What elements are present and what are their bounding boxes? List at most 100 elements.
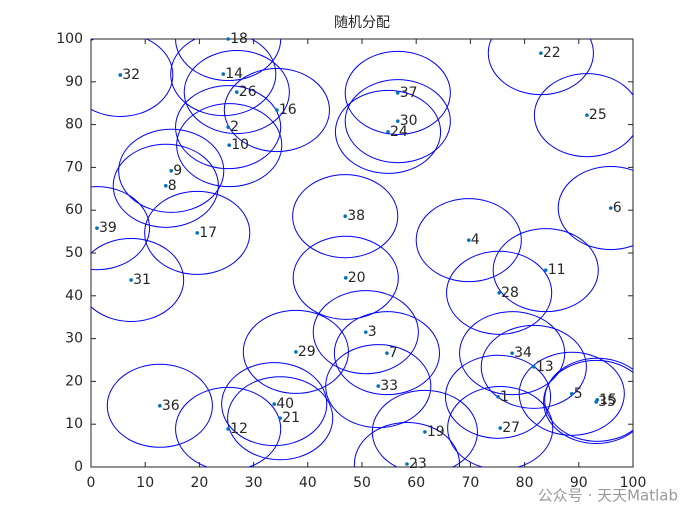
point	[95, 226, 99, 230]
x-tick-label: 100	[620, 475, 647, 491]
point-label: 37	[400, 85, 418, 101]
coverage-circle	[557, 166, 633, 251]
coverage-circle	[223, 68, 330, 153]
x-tick-label: 70	[461, 475, 479, 491]
point	[543, 268, 548, 272]
point-label: 21	[282, 410, 300, 426]
point-label: 13	[536, 359, 554, 375]
coverage-circle	[175, 386, 282, 467]
y-tick-label: 20	[65, 373, 83, 389]
point	[539, 51, 543, 55]
point-label: 24	[390, 124, 408, 140]
point-label: 9	[173, 163, 182, 179]
point-label: 27	[502, 420, 520, 436]
coverage-circle	[144, 190, 251, 275]
point-label: 4	[471, 232, 480, 248]
point-label: 3	[368, 324, 377, 340]
point	[386, 130, 390, 134]
point	[272, 402, 276, 406]
coverage-circle	[106, 363, 213, 448]
point	[385, 351, 389, 355]
point	[395, 119, 400, 123]
coverage-circle	[446, 250, 553, 335]
point-label: 33	[380, 378, 398, 394]
point-label: 1	[500, 389, 509, 405]
point	[129, 278, 133, 282]
point	[423, 430, 427, 434]
x-tick-label: 50	[353, 475, 371, 491]
point	[234, 90, 239, 94]
point-label: 14	[225, 66, 243, 82]
coverage-circle	[227, 376, 334, 461]
point-label: 38	[347, 208, 365, 224]
point-label: 18	[230, 31, 248, 47]
coverage-circle	[292, 235, 399, 320]
point	[118, 73, 123, 77]
y-tick-label: 50	[65, 245, 83, 261]
x-tick-label: 10	[136, 475, 154, 491]
plot-area	[90, 38, 634, 468]
point	[278, 416, 282, 421]
x-tick-label: 60	[407, 475, 425, 491]
point-label: 30	[400, 113, 418, 129]
coverage-circle	[183, 50, 290, 135]
y-tick-label: 10	[65, 416, 83, 432]
point	[343, 276, 348, 280]
point	[363, 330, 368, 334]
point-label: 16	[279, 102, 297, 118]
point	[594, 400, 598, 404]
point-label: 29	[298, 344, 316, 360]
point-label: 32	[122, 67, 140, 83]
coverage-circle	[344, 50, 451, 135]
coverage-circle	[459, 311, 566, 396]
point	[294, 350, 298, 354]
coverage-circle	[91, 237, 185, 322]
point-label: 22	[543, 45, 561, 61]
point-label: 34	[514, 345, 532, 361]
marks: 0 10 20 30 40 50 60 70 80 90 100 0 10 20 30 40 50 60 70 80 9…	[56, 31, 646, 491]
point	[510, 351, 514, 355]
coverage-circle	[325, 344, 432, 429]
watermark: 公众号 · 天天Matlab	[538, 487, 678, 505]
point-label: 10	[231, 137, 249, 153]
point-label: 25	[589, 107, 607, 123]
point	[343, 214, 347, 218]
point-label: 39	[99, 220, 117, 236]
x-tick-label: 80	[516, 475, 534, 491]
point	[226, 37, 230, 41]
point	[158, 403, 162, 408]
circles	[91, 39, 633, 467]
point	[163, 184, 168, 188]
y-tick-label: 30	[65, 331, 83, 347]
point-label: 19	[427, 424, 445, 440]
y-tick-label: 80	[65, 117, 83, 133]
x-tick-label: 40	[299, 475, 317, 491]
point	[169, 169, 174, 173]
coverage-circle	[480, 324, 587, 409]
point	[221, 72, 226, 76]
point	[498, 426, 503, 430]
point	[376, 384, 381, 388]
point-label: 31	[133, 272, 151, 288]
y-tick-label: 70	[65, 159, 83, 175]
x-tick-label: 20	[190, 475, 208, 491]
y-tick-label: 100	[56, 31, 83, 47]
point	[226, 427, 230, 431]
point-label: 6	[613, 200, 622, 216]
coverage-circle	[91, 39, 174, 117]
point-label: 28	[501, 285, 519, 301]
coverage-circle	[415, 198, 522, 283]
point-label: 40	[276, 396, 294, 412]
x-tick-label: 0	[87, 475, 96, 491]
point-label: 5	[574, 386, 583, 402]
point	[532, 365, 536, 369]
point	[497, 291, 501, 295]
point	[395, 91, 400, 95]
y-tick-label: 60	[65, 202, 83, 218]
point	[275, 108, 279, 112]
point-label: 26	[239, 84, 257, 100]
point	[569, 392, 574, 396]
point-label: 36	[162, 398, 180, 414]
point-label: 12	[230, 421, 248, 437]
coverage-circle	[447, 386, 554, 467]
